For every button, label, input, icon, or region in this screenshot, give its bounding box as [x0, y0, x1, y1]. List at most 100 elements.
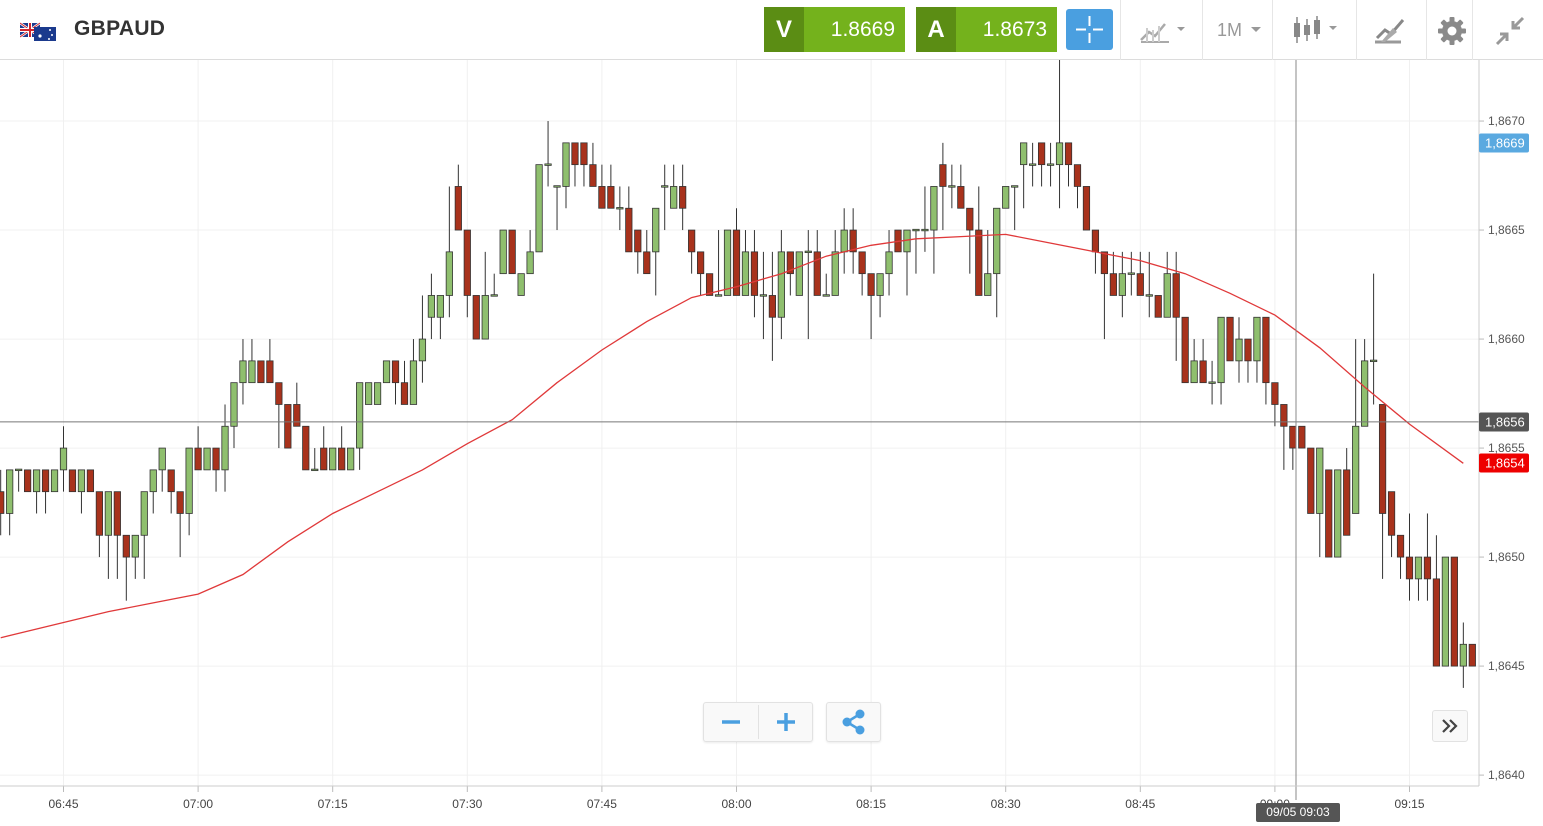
candle-body-up: [795, 251, 803, 296]
chart-type-button[interactable]: [1120, 0, 1203, 60]
candle: [625, 186, 633, 253]
candle-body-up: [930, 186, 938, 231]
candle-body-down: [768, 295, 776, 318]
candle-body-down: [1244, 338, 1252, 362]
candle-body-down: [625, 207, 633, 253]
candle: [1136, 251, 1144, 296]
collapse-button[interactable]: [1472, 0, 1543, 60]
candle: [1002, 186, 1010, 209]
buy-label: A: [916, 7, 956, 52]
candle-body-down: [1271, 382, 1279, 405]
candle: [1423, 513, 1432, 601]
candle: [975, 186, 983, 296]
candle: [463, 229, 471, 318]
candle: [1271, 382, 1279, 427]
minus-icon: [722, 720, 740, 724]
candle: [1432, 535, 1441, 667]
candle: [24, 469, 32, 493]
candle-style-button[interactable]: [1272, 0, 1357, 60]
y-tick-label: 1,8655: [1488, 441, 1525, 456]
sell-price-button[interactable]: V 1.8669: [764, 7, 905, 52]
candle-body-down: [1450, 556, 1458, 667]
scroll-forward-button[interactable]: [1432, 710, 1468, 742]
candle-body-up: [1459, 643, 1467, 667]
share-button[interactable]: [826, 702, 881, 742]
candle: [1396, 534, 1405, 579]
candle: [364, 382, 373, 405]
crosshair-button[interactable]: [1066, 9, 1113, 50]
candle: [338, 426, 346, 471]
candle: [876, 273, 884, 318]
candle-body-up: [364, 382, 373, 405]
candle: [230, 382, 238, 449]
candle: [966, 207, 974, 274]
x-tick-label: 08:30: [990, 797, 1021, 811]
candle-body-down: [1423, 556, 1432, 580]
candle-body-down: [266, 360, 274, 384]
candle: [1378, 404, 1387, 579]
candle-body-down: [1082, 186, 1091, 231]
candle-body-down: [86, 469, 95, 493]
y-tick-label: 1,8660: [1488, 332, 1525, 347]
candle-body-down: [24, 469, 32, 493]
toolbar: GBPAUD V 1.8669 A 1.8673 1M: [0, 0, 1543, 60]
candle: [284, 404, 292, 449]
candle-body-down: [122, 534, 130, 558]
crosshair-price-tag: 1,8656: [1479, 412, 1529, 432]
candle-body-up: [203, 447, 211, 471]
candle-body-up: [1414, 556, 1423, 580]
candle: [0, 469, 5, 536]
candle: [1405, 513, 1414, 601]
candle: [993, 207, 1001, 318]
zoom-in-button[interactable]: [759, 703, 813, 741]
candle: [777, 230, 785, 340]
candle: [939, 142, 947, 231]
candle-body-down: [634, 229, 642, 253]
candle-body-up: [1441, 556, 1449, 667]
candle-body-up: [499, 229, 507, 275]
candle: [1082, 186, 1091, 231]
candle-body-up: [409, 360, 418, 405]
candle-body-down: [194, 447, 202, 471]
buy-price-button[interactable]: A 1.8673: [916, 7, 1057, 52]
candle: [131, 534, 139, 579]
candle: [508, 229, 516, 275]
candle: [732, 208, 741, 296]
candle-body-up: [1127, 272, 1135, 275]
candle-body-down: [786, 251, 794, 275]
candle-body-up: [32, 469, 41, 493]
candle-body-up: [248, 360, 256, 384]
zoom-divider: [758, 705, 759, 739]
drawing-icon: [1375, 19, 1405, 44]
candle-body-down: [975, 229, 983, 296]
candle: [149, 469, 157, 514]
candle-body-up: [652, 207, 660, 253]
candle-body-up: [714, 294, 723, 297]
share-icon: [842, 709, 865, 735]
plus-icon: [777, 713, 795, 731]
candle: [122, 534, 130, 601]
candle: [670, 164, 678, 209]
candle: [1073, 164, 1082, 209]
candle-body-down: [391, 360, 400, 384]
candle-body-down: [957, 186, 965, 209]
settings-button[interactable]: [1426, 0, 1473, 60]
candle-body-down: [598, 186, 606, 209]
zoom-out-button[interactable]: [704, 703, 758, 741]
candle-body-up: [347, 447, 355, 471]
candle: [759, 251, 768, 340]
candle: [1307, 447, 1315, 514]
candle: [320, 426, 328, 471]
candle: [445, 186, 453, 318]
candle-body-up: [948, 185, 956, 188]
timeframe-button[interactable]: 1M: [1202, 0, 1273, 60]
drawing-tools-button[interactable]: [1356, 0, 1427, 60]
candle-body-up: [1352, 425, 1360, 514]
candle: [436, 295, 444, 340]
candle-body-down: [275, 382, 283, 405]
price-chart[interactable]: [0, 60, 1543, 826]
candle: [885, 230, 893, 296]
candle-body-up: [373, 382, 382, 405]
candle-body-up: [158, 447, 166, 471]
candle-body-up: [616, 207, 624, 210]
